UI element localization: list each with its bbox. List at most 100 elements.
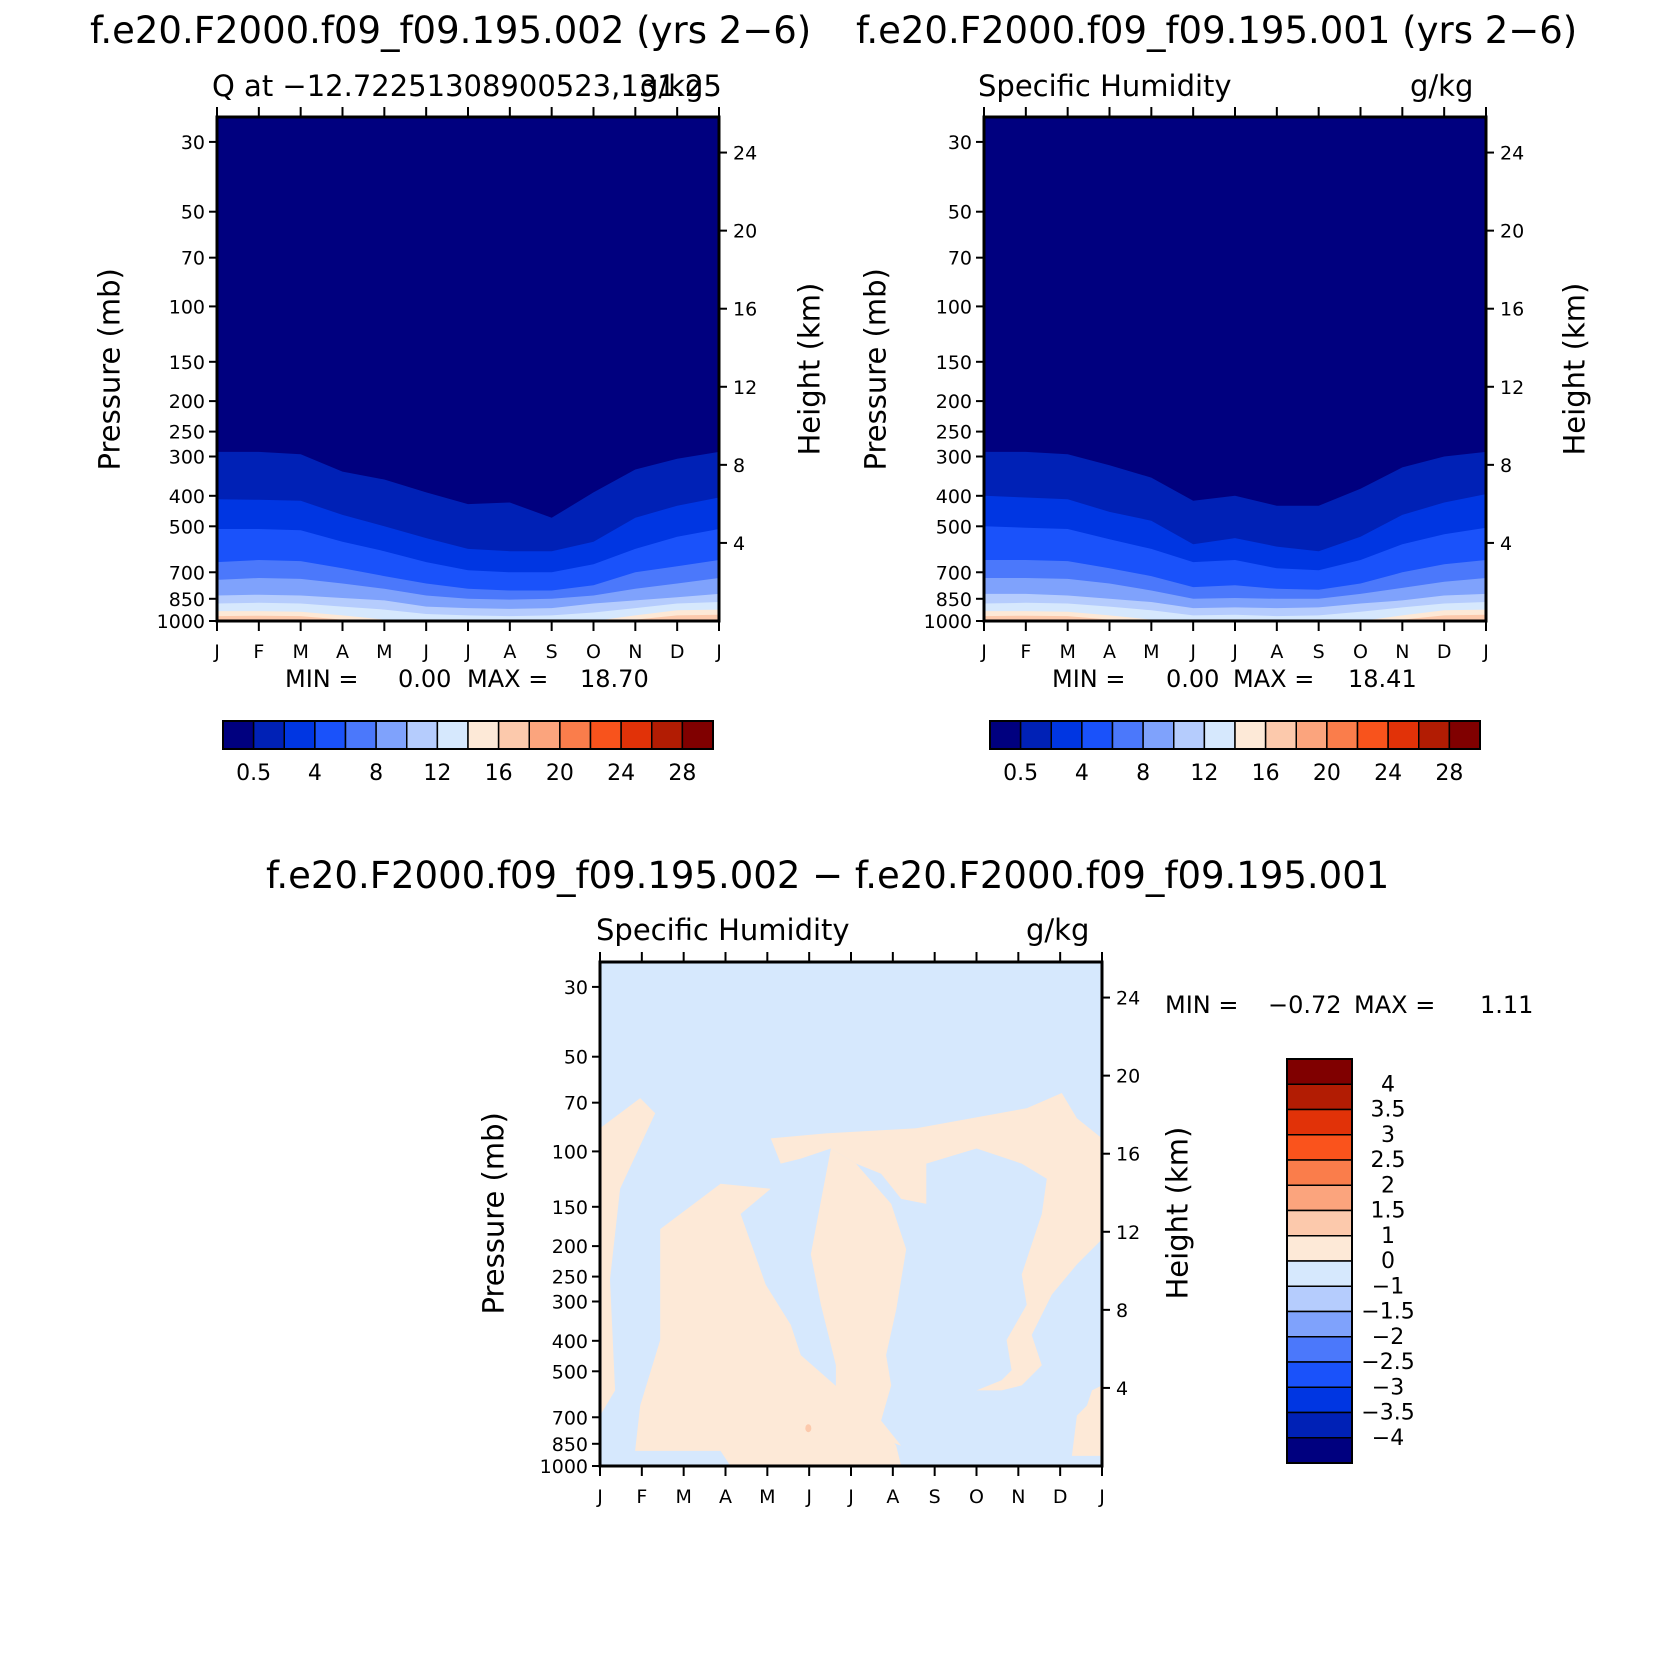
min-label-1: MIN = <box>285 665 359 693</box>
colorbar-label-−3: −3 <box>1372 1375 1404 1400</box>
y-tick-label-250: 250 <box>936 422 972 444</box>
y-tick-label-250: 250 <box>169 422 205 444</box>
x-tick-label-4: M <box>376 641 392 663</box>
colorbar-swatch-1 <box>252 720 285 750</box>
y-tick-label-30: 30 <box>181 132 205 154</box>
colorbar-swatch-9 <box>1264 720 1297 750</box>
y-right-tick-label-12: 12 <box>733 377 757 399</box>
x-tick-label-8: S <box>1313 641 1325 663</box>
x-tick-label-3: A <box>1103 641 1116 663</box>
x-tick-label-6: J <box>847 1486 854 1508</box>
subtitle-left-2: Specific Humidity <box>978 69 1232 103</box>
y-tick-label-50: 50 <box>948 202 972 224</box>
colorbar-swatch-13 <box>1387 720 1420 750</box>
min-value-3: −0.72 <box>1268 991 1342 1019</box>
colorbar-swatch-6 <box>1286 1209 1353 1237</box>
x-tick-label-12: J <box>1482 641 1489 663</box>
y-tick-label-700: 700 <box>552 1407 588 1429</box>
subtitle-left-1: Q at −12.72251308900523,131.25 <box>212 69 722 103</box>
max-label-3: MAX = <box>1354 991 1436 1019</box>
x-tick-label-6: J <box>1231 641 1238 663</box>
x-tick-label-7: A <box>886 1486 899 1508</box>
colorbar-label-0: 0 <box>1381 1249 1395 1274</box>
colorbar-label-20: 20 <box>1313 761 1341 786</box>
max-label-1: MAX = <box>467 665 549 693</box>
x-tick-label-0: J <box>596 1486 603 1508</box>
y-right-tick-label-20: 20 <box>733 221 757 243</box>
y-tick-label-200: 200 <box>936 391 972 413</box>
colorbar-swatch-8 <box>1234 720 1267 750</box>
colorbar-swatch-12 <box>589 720 622 750</box>
y-tick-label-70: 70 <box>181 248 205 270</box>
y-right-tick-label-20: 20 <box>1116 1066 1140 1088</box>
colorbar-swatch-3 <box>1286 1134 1353 1161</box>
y-tick-label-400: 400 <box>552 1331 588 1353</box>
diff-region-positive-4 <box>810 1148 907 1446</box>
colorbar-swatch-7 <box>1286 1235 1353 1262</box>
colorbar-swatch-9 <box>1286 1285 1353 1313</box>
colorbar-label-4: 4 <box>1075 761 1089 786</box>
colorbar-label-28: 28 <box>668 761 696 786</box>
y-tick-label-150: 150 <box>552 1197 588 1219</box>
colorbar-label-1.5: 1.5 <box>1371 1199 1406 1224</box>
x-tick-label-7: A <box>503 641 516 663</box>
colorbar-swatch-13 <box>1286 1386 1353 1414</box>
colorbar-label-4: 4 <box>308 761 322 786</box>
x-tick-label-12: J <box>715 641 722 663</box>
colorbar-swatch-5 <box>1286 1184 1353 1212</box>
x-tick-label-1: F <box>253 641 264 663</box>
colorbar-swatch-0 <box>1286 1058 1353 1085</box>
colorbar-label-−1.5: −1.5 <box>1361 1300 1414 1325</box>
max-value-3: 1.11 <box>1480 991 1534 1019</box>
x-tick-label-10: N <box>1011 1486 1025 1508</box>
x-tick-label-10: N <box>1395 641 1409 663</box>
colorbar-label-20: 20 <box>546 761 574 786</box>
colorbar-label-8: 8 <box>1136 761 1150 786</box>
colorbar-label-2.5: 2.5 <box>1371 1148 1406 1173</box>
case-title-2: f.e20.F2000.f09_f09.195.001 (yrs 2−6) <box>856 9 1578 52</box>
subtitle-right-2: g/kg <box>1410 69 1474 103</box>
min-label-3: MIN = <box>1165 991 1239 1019</box>
y-right-tick-label-8: 8 <box>733 455 745 477</box>
colorbar-label-0.5: 0.5 <box>1003 761 1038 786</box>
x-tick-label-9: O <box>586 641 601 663</box>
y-right-tick-label-12: 12 <box>1500 377 1524 399</box>
diff-spot-positive <box>805 1424 812 1433</box>
colorbar-label-12: 12 <box>1190 761 1218 786</box>
y-tick-label-850: 850 <box>936 589 972 611</box>
colorbar-swatch-12 <box>1356 720 1389 750</box>
contour-band-8-panel-2 <box>984 609 1486 621</box>
y-tick-label-300: 300 <box>936 447 972 469</box>
y-tick-label-1000: 1000 <box>157 611 205 633</box>
x-tick-label-1: F <box>1020 641 1031 663</box>
y-tick-label-850: 850 <box>169 589 205 611</box>
contour-band-8-panel-1 <box>217 609 719 621</box>
colorbar-swatch-6 <box>1173 720 1206 750</box>
x-tick-label-9: O <box>1353 641 1368 663</box>
colorbar-swatch-6 <box>406 720 439 750</box>
y-right-tick-label-4: 4 <box>733 533 745 555</box>
colorbar-swatch-14 <box>1286 1411 1353 1439</box>
y-right-tick-label-16: 16 <box>1116 1144 1140 1166</box>
colorbar-swatch-15 <box>681 720 714 750</box>
x-tick-label-4: M <box>1143 641 1159 663</box>
colorbar-swatch-2 <box>1050 720 1083 750</box>
colorbar-label-28: 28 <box>1435 761 1463 786</box>
colorbar-swatch-0 <box>222 720 255 750</box>
max-value-2: 18.41 <box>1348 665 1417 693</box>
y-tick-label-150: 150 <box>169 352 205 374</box>
x-tick-label-10: N <box>628 641 642 663</box>
colorbar-label-−2.5: −2.5 <box>1361 1350 1414 1375</box>
x-tick-label-5: J <box>422 641 429 663</box>
colorbar-frame-3 <box>1286 1058 1353 1464</box>
x-tick-label-2: M <box>292 641 308 663</box>
colorbar-swatch-14 <box>1418 720 1451 750</box>
max-value-1: 18.70 <box>580 665 649 693</box>
min-label-2: MIN = <box>1052 665 1126 693</box>
y-right-tick-label-12: 12 <box>1116 1222 1140 1244</box>
x-tick-label-11: D <box>1437 641 1452 663</box>
y-right-tick-label-8: 8 <box>1500 455 1512 477</box>
x-tick-label-0: J <box>980 641 987 663</box>
colorbar-label-−3.5: −3.5 <box>1361 1401 1414 1426</box>
colorbar-label-12: 12 <box>423 761 451 786</box>
